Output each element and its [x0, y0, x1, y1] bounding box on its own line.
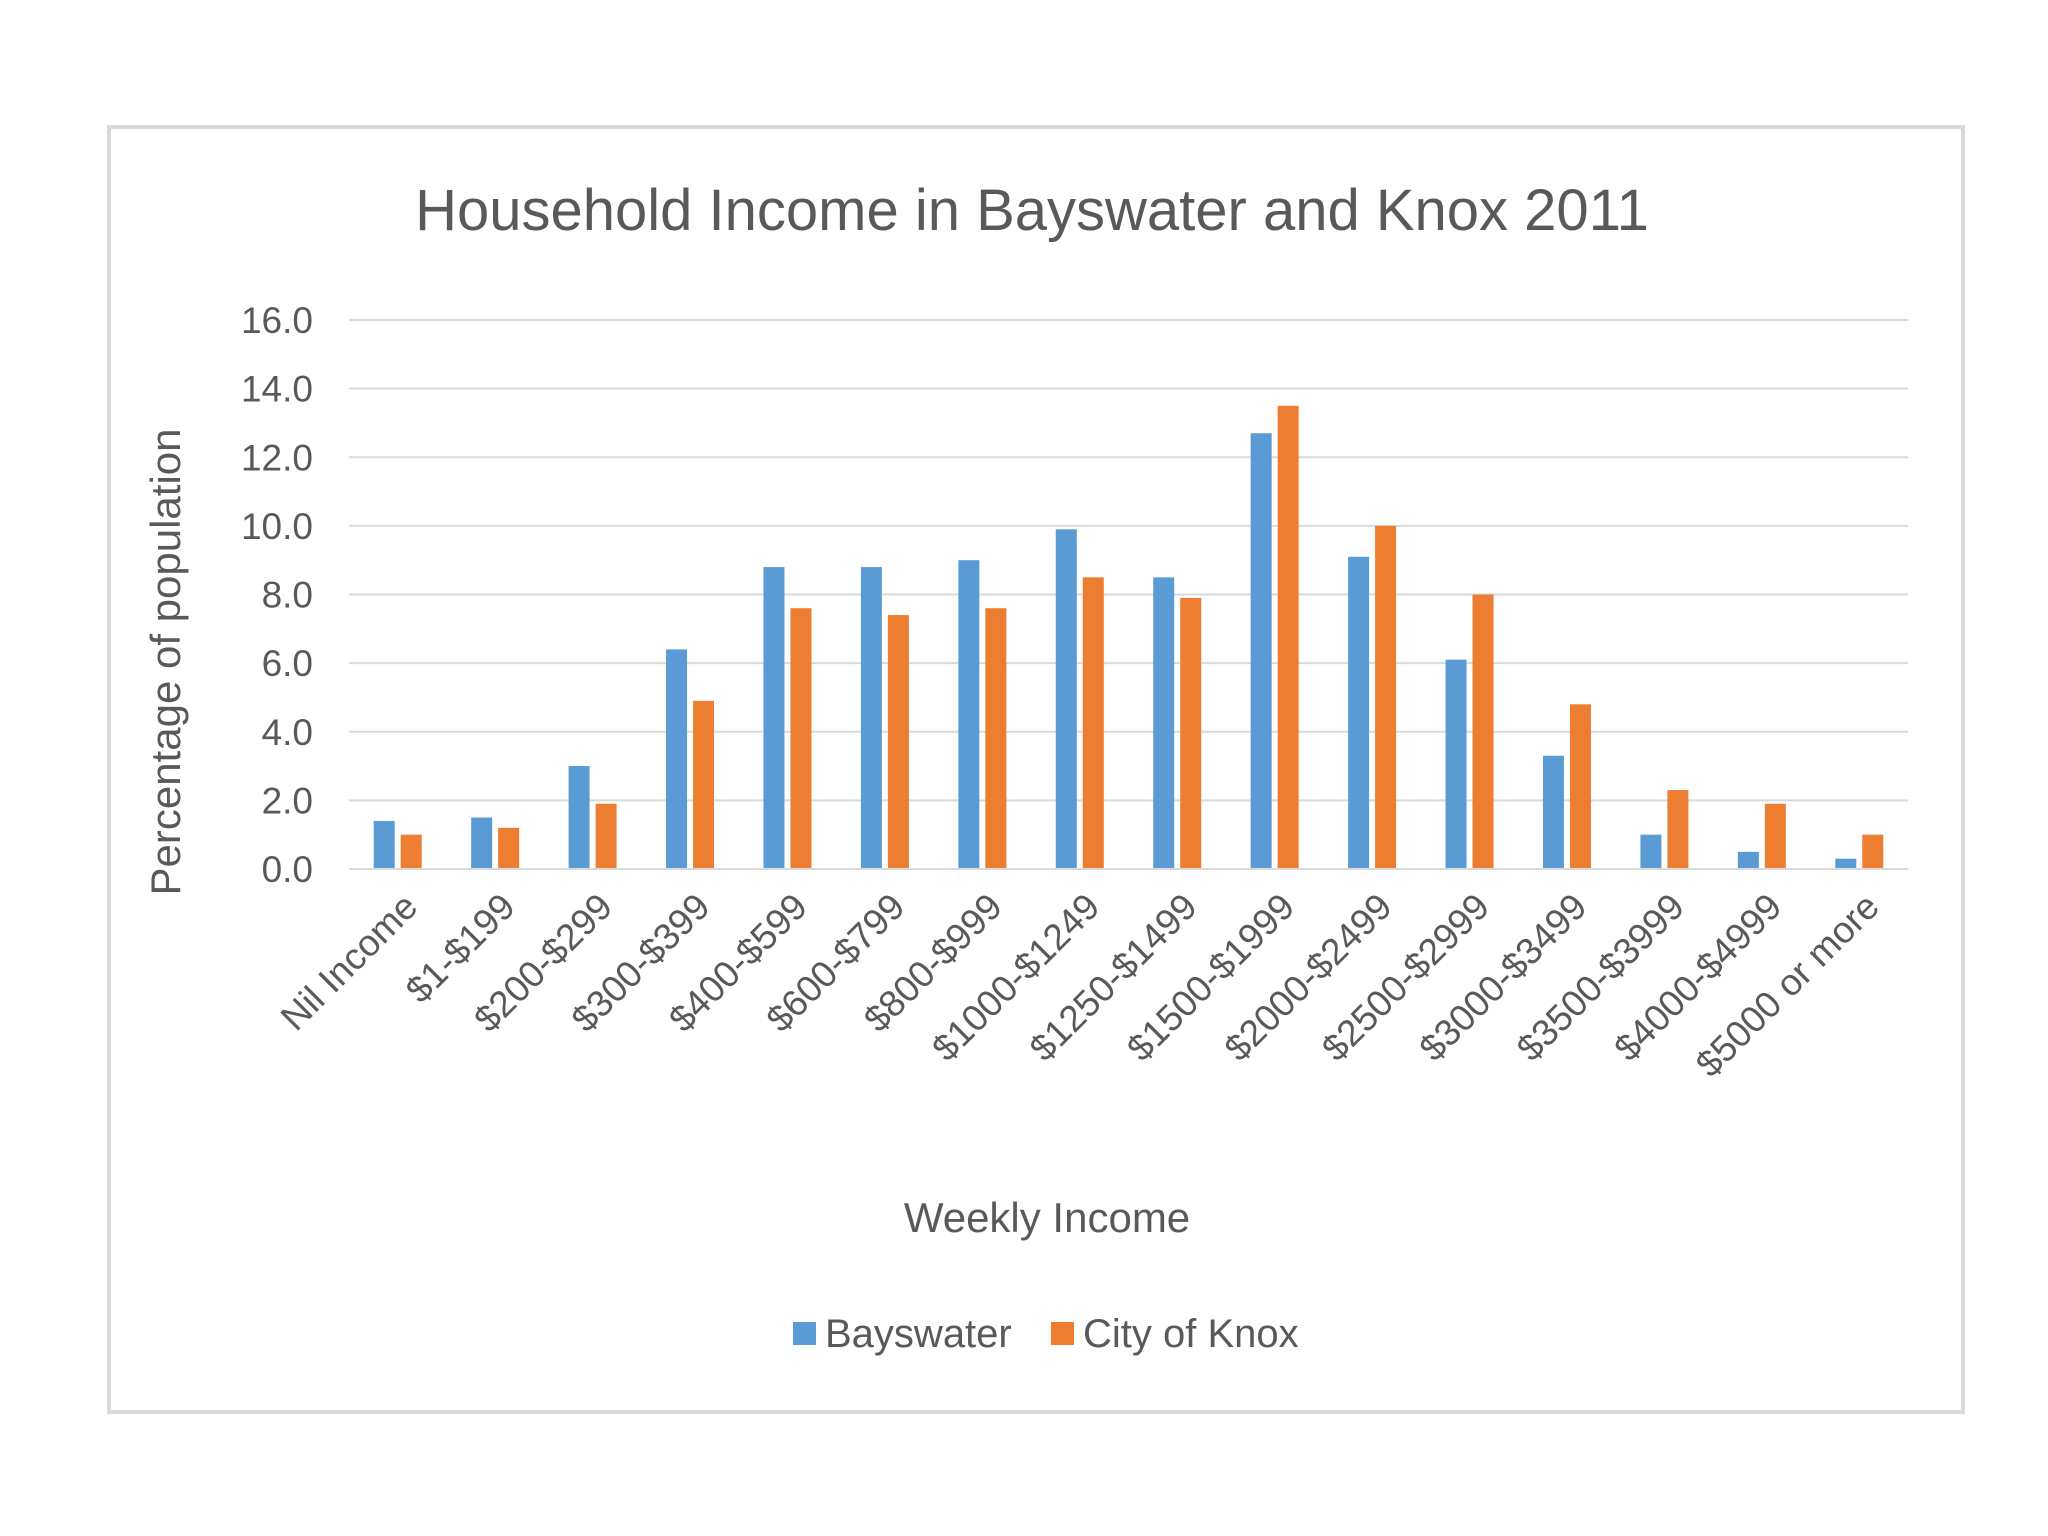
bar-bayswater — [763, 567, 785, 869]
y-tick-label: 0.0 — [262, 849, 313, 890]
legend-label: City of Knox — [1083, 1312, 1299, 1356]
x-tick-label: $3000-$3499 — [1411, 886, 1594, 1069]
y-tick-label: 14.0 — [241, 369, 313, 410]
chart-title: Household Income in Bayswater and Knox 2… — [415, 178, 1649, 243]
bar-city-of-knox — [595, 803, 617, 869]
y-axis-ticks: 0.0 2.0 4.0 6.0 8.0 10.0 12.0 14.0 16.0 — [241, 300, 313, 890]
x-tick-label: Nil Income — [273, 886, 426, 1039]
x-tick-label: $1000-$1249 — [924, 886, 1107, 1069]
bar-bayswater — [666, 649, 688, 869]
x-tick-label: $2000-$2499 — [1217, 886, 1400, 1069]
bar-city-of-knox — [693, 700, 715, 869]
bar-city-of-knox — [1569, 704, 1591, 869]
bar-bayswater — [860, 567, 882, 869]
bar-bayswater — [1737, 851, 1759, 869]
bar-city-of-knox — [985, 608, 1007, 869]
bar-bayswater — [471, 817, 493, 869]
y-tick-label: 16.0 — [241, 300, 313, 341]
bar-bayswater — [1640, 834, 1662, 869]
bar-bayswater — [1835, 858, 1857, 869]
bar-city-of-knox — [1180, 597, 1202, 869]
bar-city-of-knox — [1375, 525, 1397, 869]
legend-swatch-city-of-knox — [1051, 1322, 1074, 1345]
bar-city-of-knox — [498, 827, 520, 869]
bar-bayswater — [1542, 755, 1564, 869]
x-axis-ticks: Nil Income$1-$199$200-$299$300-$399$400-… — [273, 886, 1887, 1085]
gridlines — [349, 319, 1908, 802]
bar-city-of-knox — [790, 608, 812, 869]
chart-frame — [107, 125, 1965, 1414]
bar-city-of-knox — [1764, 803, 1786, 869]
bar-bayswater — [1445, 659, 1467, 869]
legend-label: Bayswater — [825, 1312, 1012, 1356]
bar-city-of-knox — [1667, 790, 1689, 869]
bar-bayswater — [1055, 529, 1077, 869]
bar-bayswater — [958, 560, 980, 869]
y-tick-label: 4.0 — [262, 712, 313, 753]
bar-city-of-knox — [1472, 594, 1494, 869]
bar-city-of-knox — [1862, 834, 1884, 869]
bar-bayswater — [1153, 577, 1175, 869]
bars — [373, 405, 1884, 869]
x-tick-label: $2500-$2999 — [1314, 886, 1497, 1069]
y-tick-label: 6.0 — [262, 643, 313, 684]
y-tick-label: 8.0 — [262, 575, 313, 616]
y-axis-title: Percentage of population — [142, 428, 189, 895]
bar-bayswater — [1250, 433, 1272, 869]
x-tick-label: $1500-$1999 — [1119, 886, 1302, 1069]
y-tick-label: 10.0 — [241, 506, 313, 547]
x-axis-title: Weekly Income — [904, 1194, 1190, 1241]
y-tick-label: 12.0 — [241, 437, 313, 478]
bar-city-of-knox — [1082, 577, 1104, 869]
bar-bayswater — [373, 820, 395, 869]
x-tick-label: $1250-$1499 — [1022, 886, 1205, 1069]
bar-bayswater — [568, 766, 590, 869]
x-tick-label: $4000-$4999 — [1606, 886, 1789, 1069]
y-tick-label: 2.0 — [262, 780, 313, 821]
legend: Bayswater City of Knox — [793, 1312, 1299, 1356]
bar-city-of-knox — [1277, 405, 1299, 869]
x-tick-label: $3500-$3999 — [1509, 886, 1692, 1069]
legend-swatch-bayswater — [793, 1322, 816, 1345]
bar-city-of-knox — [400, 834, 422, 869]
bar-city-of-knox — [887, 615, 909, 869]
bar-bayswater — [1348, 556, 1370, 869]
